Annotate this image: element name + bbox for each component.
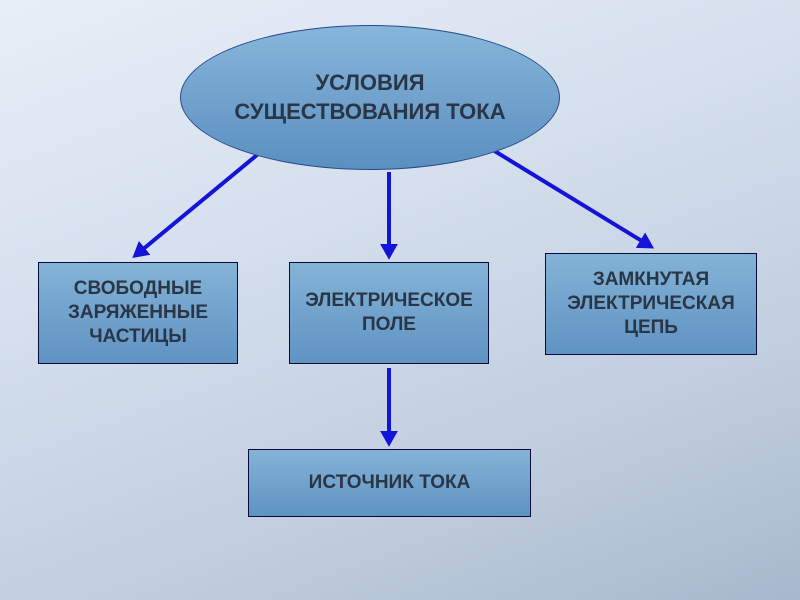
box-right: ЗАМКНУТАЯ ЭЛЕКТРИЧЕСКАЯ ЦЕПЬ xyxy=(545,253,757,355)
box-right-text: ЗАМКНУТАЯ ЭЛЕКТРИЧЕСКАЯ ЦЕПЬ xyxy=(554,268,748,339)
box-left: СВОБОДНЫЕ ЗАРЯЖЕННЫЕ ЧАСТИЦЫ xyxy=(38,262,238,364)
box-bottom-text: ИСТОЧНИК ТОКА xyxy=(309,471,471,495)
box-left-text: СВОБОДНЫЕ ЗАРЯЖЕННЫЕ ЧАСТИЦЫ xyxy=(47,277,229,348)
box-center-text: ЭЛЕКТРИЧЕСКОЕ ПОЛЕ xyxy=(298,289,480,337)
box-center: ЭЛЕКТРИЧЕСКОЕ ПОЛЕ xyxy=(289,262,489,364)
box-bottom: ИСТОЧНИК ТОКА xyxy=(248,449,531,517)
ellipse-main: УСЛОВИЯ СУЩЕСТВОВАНИЯ ТОКА xyxy=(180,25,560,170)
ellipse-main-text: УСЛОВИЯ СУЩЕСТВОВАНИЯ ТОКА xyxy=(215,69,525,126)
